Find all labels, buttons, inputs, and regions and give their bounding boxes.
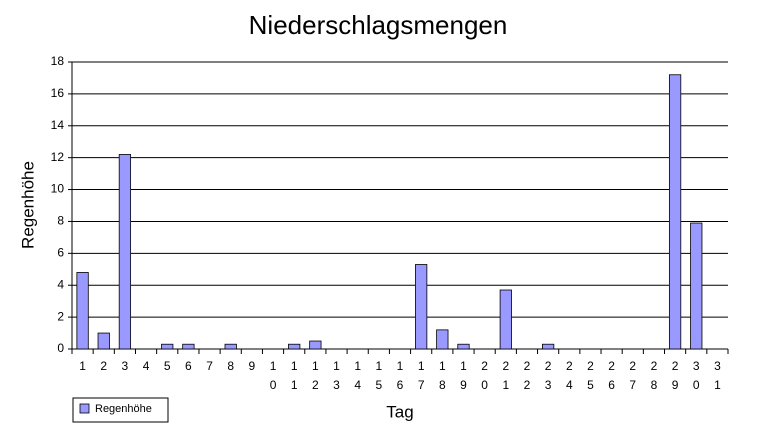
x-axis-label: Tag <box>386 402 413 421</box>
x-tick-label: 6 <box>185 359 192 373</box>
chart-title: Niederschlagsmengen <box>249 10 508 40</box>
y-tick-label: 14 <box>51 118 65 132</box>
bar <box>97 332 110 350</box>
x-tick-label: 5 <box>164 359 171 373</box>
bar <box>76 272 89 350</box>
y-tick-label: 0 <box>57 341 64 355</box>
y-tick-label: 4 <box>57 277 64 291</box>
y-tick-label: 18 <box>51 54 65 68</box>
bar <box>161 343 174 350</box>
x-tick-label: 8 <box>227 359 234 373</box>
legend-label: Regenhöhe <box>95 403 152 415</box>
bar <box>288 343 301 350</box>
bar <box>118 154 132 350</box>
x-tick-label: 3 <box>122 359 129 373</box>
y-tick-label: 2 <box>57 309 64 323</box>
y-tick-label: 10 <box>51 182 65 196</box>
x-tick-label: 7 <box>206 359 213 373</box>
bar <box>690 222 703 350</box>
bar <box>415 264 428 350</box>
y-tick-label: 6 <box>57 246 64 260</box>
bar <box>542 343 555 350</box>
x-tick-label: 4 <box>143 359 150 373</box>
bar <box>182 343 195 350</box>
x-tick-label: 1 <box>79 359 86 373</box>
y-tick-label: 16 <box>51 86 65 100</box>
legend-swatch <box>79 403 90 414</box>
bar <box>499 289 512 350</box>
y-tick-label: 12 <box>51 150 65 164</box>
x-tick-label: 2 <box>100 359 107 373</box>
bar <box>224 343 237 350</box>
bar <box>436 329 449 350</box>
bar <box>309 340 322 350</box>
x-tick-label: 9 <box>249 359 256 373</box>
y-axis-label: Regenhöhe <box>18 161 37 249</box>
bar <box>457 343 470 350</box>
bar <box>668 74 682 350</box>
y-tick-label: 8 <box>57 214 64 228</box>
